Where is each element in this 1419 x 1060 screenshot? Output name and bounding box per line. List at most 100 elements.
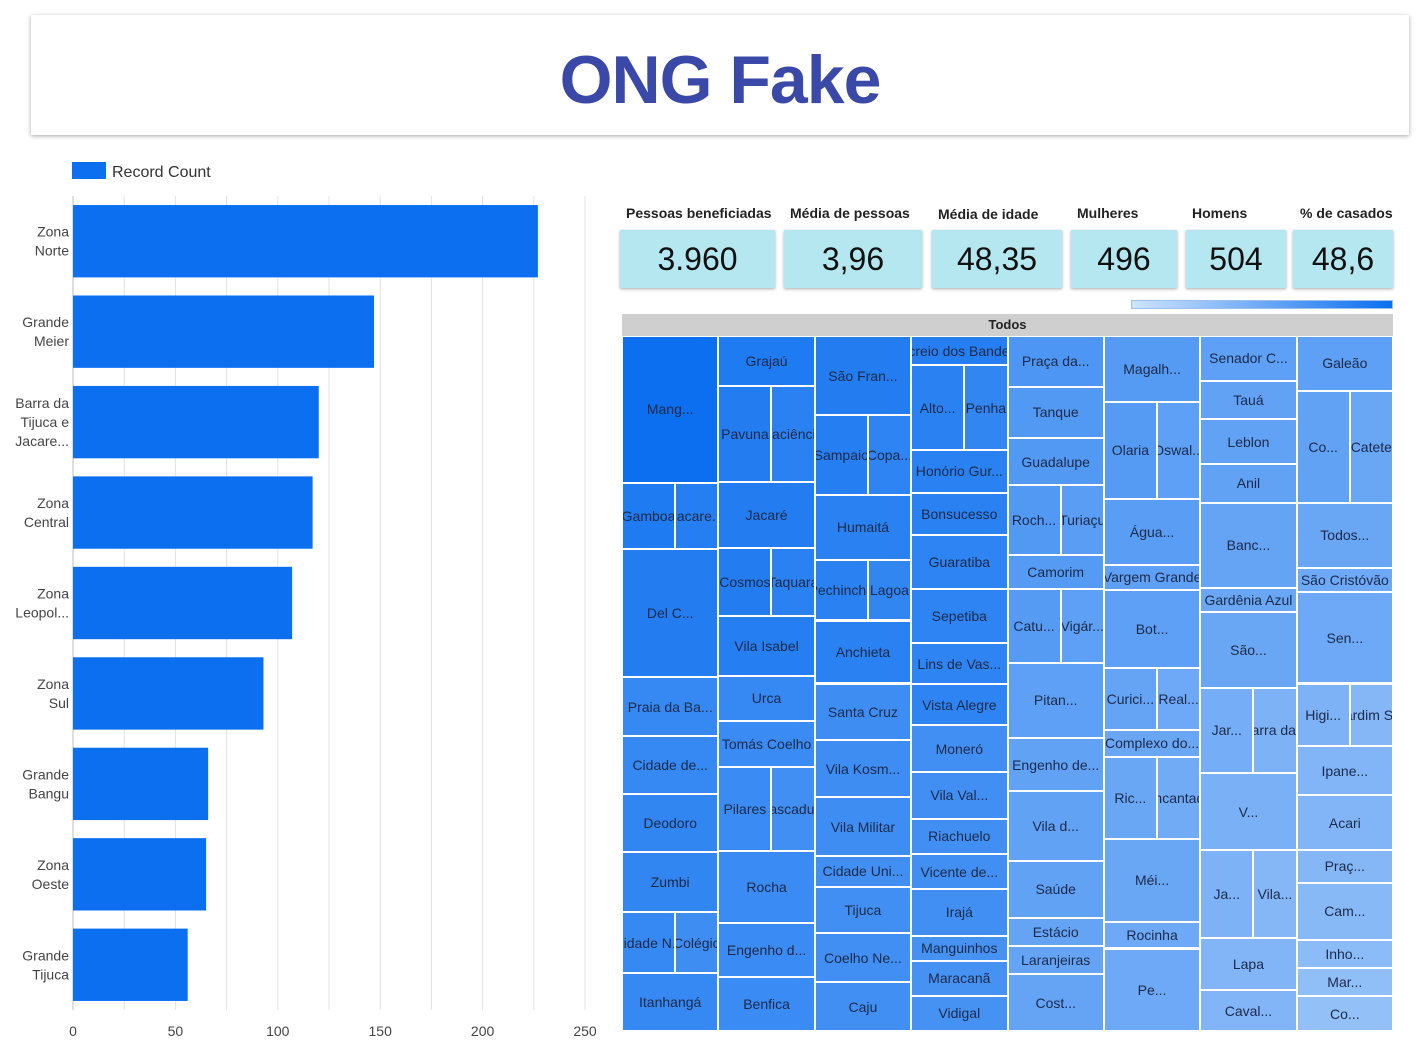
treemap-tile[interactable]: Manguinhos bbox=[911, 935, 1008, 961]
treemap-root-label[interactable]: Todos bbox=[622, 314, 1393, 336]
treemap-tile[interactable]: Jar... bbox=[1200, 687, 1254, 773]
treemap-tile[interactable]: Catu... bbox=[1007, 589, 1061, 663]
treemap-tile[interactable]: Sampaio bbox=[814, 415, 868, 495]
treemap-tile[interactable]: Rocinha bbox=[1103, 921, 1201, 949]
treemap-tile[interactable]: Vargem Grande bbox=[1103, 564, 1201, 590]
treemap-tile[interactable]: Olaria bbox=[1103, 401, 1157, 499]
treemap-tile[interactable]: Jacaré bbox=[718, 481, 815, 548]
treemap-tile[interactable]: Urca bbox=[718, 675, 815, 722]
treemap-tile[interactable]: Vila Isabel bbox=[718, 615, 815, 676]
treemap-tile[interactable]: Acari bbox=[1296, 795, 1393, 851]
treemap-tile[interactable]: Benfica bbox=[718, 977, 815, 1031]
treemap-tile[interactable]: Vila Val... bbox=[911, 772, 1008, 819]
treemap-tile[interactable]: Engenho d... bbox=[718, 923, 815, 978]
treemap-tile[interactable]: Jacare... bbox=[675, 482, 719, 549]
treemap-tile[interactable]: Gardênia Azul bbox=[1200, 587, 1297, 613]
treemap-tile[interactable]: Bot... bbox=[1103, 589, 1201, 669]
treemap-tile[interactable]: Humaitá bbox=[814, 494, 912, 560]
treemap-tile[interactable]: Anil bbox=[1200, 464, 1297, 503]
treemap-tile[interactable]: Barra da... bbox=[1253, 687, 1297, 773]
treemap-tile[interactable]: Turiaçu bbox=[1060, 485, 1104, 556]
treemap-tile[interactable]: Guaratiba bbox=[911, 534, 1008, 590]
treemap-tile[interactable]: Lagoa bbox=[867, 559, 912, 621]
treemap-tile[interactable]: Cascadura bbox=[771, 767, 815, 852]
treemap-tile[interactable]: Vila Kosm... bbox=[814, 740, 912, 798]
treemap-tile[interactable]: Banc... bbox=[1200, 502, 1297, 588]
treemap-tile[interactable]: Vila d... bbox=[1007, 791, 1104, 862]
treemap-tile[interactable]: Maracanã bbox=[911, 960, 1008, 996]
treemap-tile[interactable]: São Fran... bbox=[814, 336, 912, 416]
treemap-tile[interactable]: Cost... bbox=[1007, 974, 1104, 1031]
treemap-tile[interactable]: Ric... bbox=[1103, 756, 1157, 840]
treemap-tile[interactable]: Pavuna bbox=[718, 385, 772, 482]
treemap-tile[interactable]: Del C... bbox=[622, 548, 719, 678]
treemap-tile[interactable]: São Cristóvão bbox=[1296, 567, 1393, 593]
treemap-tile[interactable]: Praça da... bbox=[1007, 336, 1104, 387]
treemap-tile[interactable]: Tauá bbox=[1200, 380, 1297, 420]
treemap-tile[interactable]: Riachuelo bbox=[911, 818, 1008, 854]
treemap-tile[interactable]: Sepetiba bbox=[911, 589, 1008, 644]
treemap-tile[interactable]: Pitan... bbox=[1007, 662, 1104, 739]
treemap-tile[interactable]: Encantado bbox=[1156, 756, 1201, 840]
treemap-tile[interactable]: Vidigal bbox=[911, 995, 1008, 1031]
treemap-tile[interactable]: Mang... bbox=[622, 336, 719, 483]
treemap-tile[interactable]: Água... bbox=[1103, 498, 1201, 565]
treemap-tile[interactable]: Tanque bbox=[1007, 386, 1104, 438]
treemap-tile[interactable]: Vila Militar bbox=[814, 797, 912, 857]
treemap-tile[interactable]: Todos... bbox=[1296, 502, 1393, 568]
treemap-tile[interactable]: Engenho de... bbox=[1007, 738, 1104, 792]
treemap-tile[interactable]: Complexo do... bbox=[1103, 729, 1201, 757]
treemap-tile[interactable]: Co... bbox=[1296, 390, 1350, 503]
treemap-tile[interactable]: Penha bbox=[964, 365, 1008, 451]
treemap-tile[interactable]: Sen... bbox=[1296, 592, 1393, 684]
treemap-tile[interactable]: Gamboa bbox=[622, 482, 675, 549]
treemap-tile[interactable]: Leblon bbox=[1200, 419, 1297, 465]
treemap-tile[interactable]: Mar... bbox=[1296, 968, 1393, 997]
treemap-tile[interactable]: Saúde bbox=[1007, 861, 1104, 918]
treemap-tile[interactable]: Deodoro bbox=[622, 793, 719, 853]
treemap-tile[interactable]: Oswal... bbox=[1156, 401, 1201, 499]
treemap-tile[interactable]: Colégio bbox=[675, 912, 719, 973]
treemap-tile[interactable]: Camorim bbox=[1007, 555, 1104, 590]
treemap-tile[interactable]: Alto... bbox=[911, 365, 965, 451]
treemap-tile[interactable]: Cam... bbox=[1296, 882, 1393, 940]
treemap-tile[interactable]: Senador C... bbox=[1200, 336, 1297, 381]
treemap-tile[interactable]: Lapa bbox=[1200, 937, 1297, 991]
treemap-tile[interactable]: Bonsucesso bbox=[911, 492, 1008, 535]
treemap-tile[interactable]: Paciência bbox=[771, 385, 815, 482]
treemap-tile[interactable]: Guadalupe bbox=[1007, 437, 1104, 486]
treemap-tile[interactable]: Ipane... bbox=[1296, 746, 1393, 796]
treemap-tile[interactable]: Cidade Uni... bbox=[814, 856, 912, 887]
treemap-tile[interactable]: Roch... bbox=[1007, 485, 1061, 556]
treemap-tile[interactable]: Co... bbox=[1296, 996, 1393, 1031]
treemap-tile[interactable]: Laranjeiras bbox=[1007, 946, 1104, 975]
treemap-tile[interactable]: Irajá bbox=[911, 889, 1008, 936]
treemap-tile[interactable]: Cidade de... bbox=[622, 735, 719, 794]
treemap-tile[interactable]: Lins de Vas... bbox=[911, 643, 1008, 685]
treemap-tile[interactable]: São... bbox=[1200, 612, 1297, 688]
treemap-tile[interactable]: Grajaú bbox=[718, 336, 815, 386]
treemap-tile[interactable]: Curici... bbox=[1103, 668, 1157, 730]
treemap-tile[interactable]: Inho... bbox=[1296, 939, 1393, 968]
treemap-tile[interactable]: Jardim S... bbox=[1349, 683, 1393, 747]
treemap-tile[interactable]: Cidade N... bbox=[622, 912, 675, 973]
treemap-tile[interactable]: Higi... bbox=[1296, 683, 1350, 747]
treemap-tile[interactable]: Vila... bbox=[1253, 850, 1297, 938]
treemap-tile[interactable]: Pe... bbox=[1103, 948, 1201, 1031]
treemap-tile[interactable]: Recreio dos Bandeir... bbox=[911, 336, 1008, 366]
treemap-tile[interactable]: Tomás Coelho bbox=[718, 721, 815, 768]
treemap-tile[interactable]: Pechincha bbox=[814, 559, 868, 621]
treemap-tile[interactable]: Honório Gur... bbox=[911, 450, 1008, 493]
treemap-tile[interactable]: Anchieta bbox=[814, 620, 912, 684]
treemap-tile[interactable]: Vicente de... bbox=[911, 853, 1008, 890]
treemap-tile[interactable]: Catete bbox=[1349, 390, 1393, 503]
treemap-tile[interactable]: Pilares bbox=[718, 767, 772, 852]
treemap-tile[interactable]: Magalh... bbox=[1103, 336, 1201, 402]
treemap-tile[interactable]: Cosmos bbox=[718, 547, 772, 616]
treemap-tile[interactable]: Ja... bbox=[1200, 850, 1254, 938]
treemap-tile[interactable]: Praç... bbox=[1296, 850, 1393, 883]
treemap-tile[interactable]: Moneró bbox=[911, 725, 1008, 772]
treemap-tile[interactable]: Galeão bbox=[1296, 336, 1393, 391]
treemap-tile[interactable]: Vista Alegre bbox=[911, 684, 1008, 726]
treemap-tile[interactable]: Santa Cruz bbox=[814, 683, 912, 741]
